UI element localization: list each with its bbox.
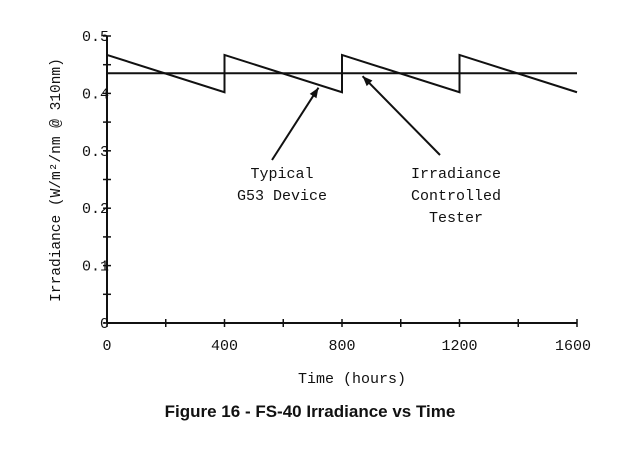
arrowhead-icon bbox=[309, 87, 319, 99]
annotation-label: Irradiance bbox=[411, 166, 501, 183]
figure-caption: Figure 16 - FS-40 Irradiance vs Time bbox=[165, 402, 456, 421]
y-axis-label: Irradiance (W/m²/nm @ 310nm) bbox=[49, 58, 65, 302]
x-tick-label: 1200 bbox=[441, 338, 477, 355]
x-tick-label: 800 bbox=[328, 338, 355, 355]
y-tick-label: 0.4 bbox=[82, 86, 109, 103]
annotation-arrow bbox=[361, 75, 441, 156]
annotation-label: Controlled bbox=[411, 188, 501, 205]
annotation-arrow bbox=[271, 87, 320, 161]
y-tick-label: 0 bbox=[100, 316, 109, 333]
axes: 0 400 800 1200 1600 0 0.1 0.2 0.3 0.4 0.5 bbox=[82, 29, 591, 355]
y-tick-label: 0.2 bbox=[82, 201, 109, 218]
annotation-label: Tester bbox=[429, 210, 483, 227]
x-tick-label: 400 bbox=[211, 338, 238, 355]
y-tick-label: 0.5 bbox=[82, 29, 109, 46]
arrowhead-icon bbox=[362, 76, 373, 87]
y-tick-label: 0.1 bbox=[82, 259, 109, 276]
annotation-label: Typical bbox=[250, 166, 313, 183]
x-tick-label: 0 bbox=[102, 338, 111, 355]
annotations: Typical G53 Device Irradiance Controlled Tes… bbox=[237, 75, 501, 227]
marks bbox=[106, 53, 578, 94]
annotation-label: G53 Device bbox=[237, 188, 327, 205]
y-tick-label: 0.3 bbox=[82, 144, 109, 161]
x-tick-label: 1600 bbox=[555, 338, 591, 355]
x-axis-label: Time (hours) bbox=[298, 371, 406, 388]
